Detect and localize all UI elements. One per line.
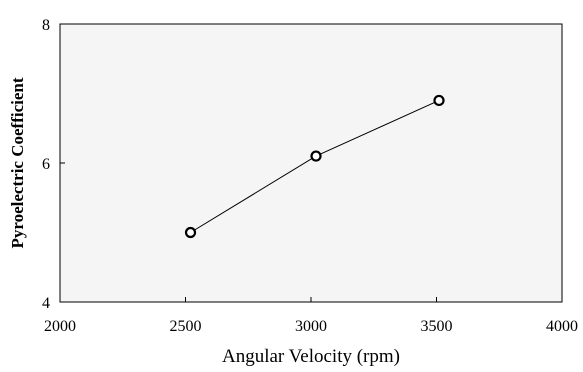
y-tick-label: 6 (42, 156, 50, 173)
data-point (310, 150, 322, 162)
y-axis: 4 6 8 (42, 17, 65, 312)
series-marker-group (184, 94, 445, 239)
y-tick-label: 8 (42, 17, 50, 34)
x-tick-label: 4000 (546, 318, 578, 335)
x-tick-label: 3000 (295, 318, 327, 335)
data-point (433, 94, 445, 107)
x-axis: 2000 2500 3000 3500 4000 (44, 297, 578, 335)
data-point (184, 226, 197, 239)
y-axis-title: Pyroelectric Coefficient (8, 77, 27, 248)
y-tick-label: 4 (42, 295, 50, 312)
x-tick-label: 3500 (421, 318, 453, 335)
plot-area (59, 23, 563, 303)
x-tick-label: 2000 (44, 318, 76, 335)
x-axis-title: Angular Velocity (rpm) (222, 346, 400, 367)
x-tick-label: 2500 (170, 318, 202, 335)
